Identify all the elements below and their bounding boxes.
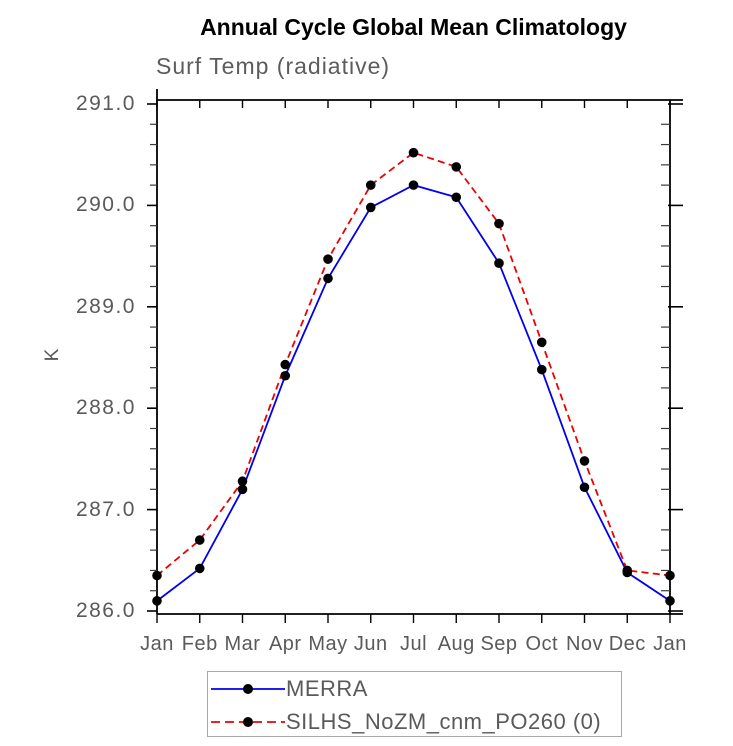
y-tick-label-291.0: 291.0	[75, 92, 136, 115]
legend-label-merra: MERRA	[286, 676, 368, 701]
data-point-0-Jan	[152, 596, 162, 606]
y-tick-label-288.0: 288.0	[75, 396, 136, 420]
data-point-1-Dec	[622, 565, 633, 576]
data-point-1-Aug	[451, 162, 462, 172]
x-tick-label-9-Oct: Oct	[525, 633, 559, 655]
data-point-0-Jun	[365, 202, 376, 213]
x-tick-label-5-Jun: Jun	[353, 633, 388, 655]
x-tick-label-11-Dec: Dec	[608, 633, 646, 655]
data-point-1-Oct	[536, 337, 547, 348]
data-point-1-May	[323, 254, 333, 264]
x-tick-label-4-May: May	[308, 633, 348, 655]
legend-label-silhs: SILHS_NoZM_cnm_PO260 (0)	[286, 709, 602, 734]
data-point-1-Sep	[494, 218, 504, 229]
x-tick-label-7-Aug: Aug	[437, 633, 475, 655]
x-tick-label-2-Mar: Mar	[224, 633, 261, 655]
legend-marker-dot	[243, 717, 253, 727]
legend-item-merra: MERRA	[210, 675, 368, 703]
y-tick-label-287.0: 287.0	[75, 497, 136, 521]
x-tick-label-1-Feb: Feb	[181, 633, 218, 655]
legend-line-sample-merra	[211, 684, 285, 694]
x-tick-label-6-Jul: Jul	[399, 633, 428, 655]
data-point-1-Jan	[152, 570, 162, 581]
legend: MERRA SILHS_NoZM_cnm_PO260 (0)	[207, 671, 622, 737]
x-tick-label-10-Nov: Nov	[565, 633, 604, 655]
data-point-1-Apr	[280, 359, 291, 370]
data-point-0-May	[323, 273, 333, 284]
data-point-1-Jul	[408, 147, 419, 158]
chart-title: Annual Cycle Global Mean Climatology	[200, 14, 627, 40]
data-point-0-Jan	[665, 596, 675, 606]
data-point-0-Nov	[579, 482, 590, 493]
y-tick-label-290.0: 290.0	[75, 193, 136, 217]
x-tick-label-3-Apr: Apr	[268, 633, 302, 655]
x-tick-label-12-Jan: Jan	[653, 633, 687, 655]
data-point-1-Jan	[665, 570, 675, 581]
legend-item-silhs: SILHS_NoZM_cnm_PO260 (0)	[210, 708, 601, 736]
legend-line-sample-silhs	[211, 717, 285, 727]
x-tick-label-8-Sep: Sep	[480, 633, 518, 655]
data-point-1-Nov	[579, 456, 590, 466]
data-point-0-Jul	[408, 180, 419, 190]
data-point-0-Aug	[451, 192, 462, 203]
y-tick-label-286.0: 286.0	[75, 599, 136, 622]
data-point-1-Feb	[194, 535, 205, 545]
data-point-0-Mar	[237, 484, 248, 495]
data-point-1-Jun	[365, 180, 376, 190]
x-tick-label-0-Jan: Jan	[140, 633, 174, 655]
chart-subtitle: Surf Temp (radiative)	[156, 53, 391, 79]
series-line-1	[156, 151, 671, 577]
data-point-0-Sep	[494, 258, 504, 268]
data-point-1-Mar	[237, 476, 248, 487]
data-point-0-Feb	[194, 563, 205, 574]
data-point-0-Apr	[280, 370, 291, 381]
y-tick-label-289.0: 289.0	[75, 294, 136, 318]
legend-marker-dot	[243, 684, 253, 694]
data-point-0-Oct	[536, 364, 547, 375]
series-line-0	[156, 184, 671, 602]
